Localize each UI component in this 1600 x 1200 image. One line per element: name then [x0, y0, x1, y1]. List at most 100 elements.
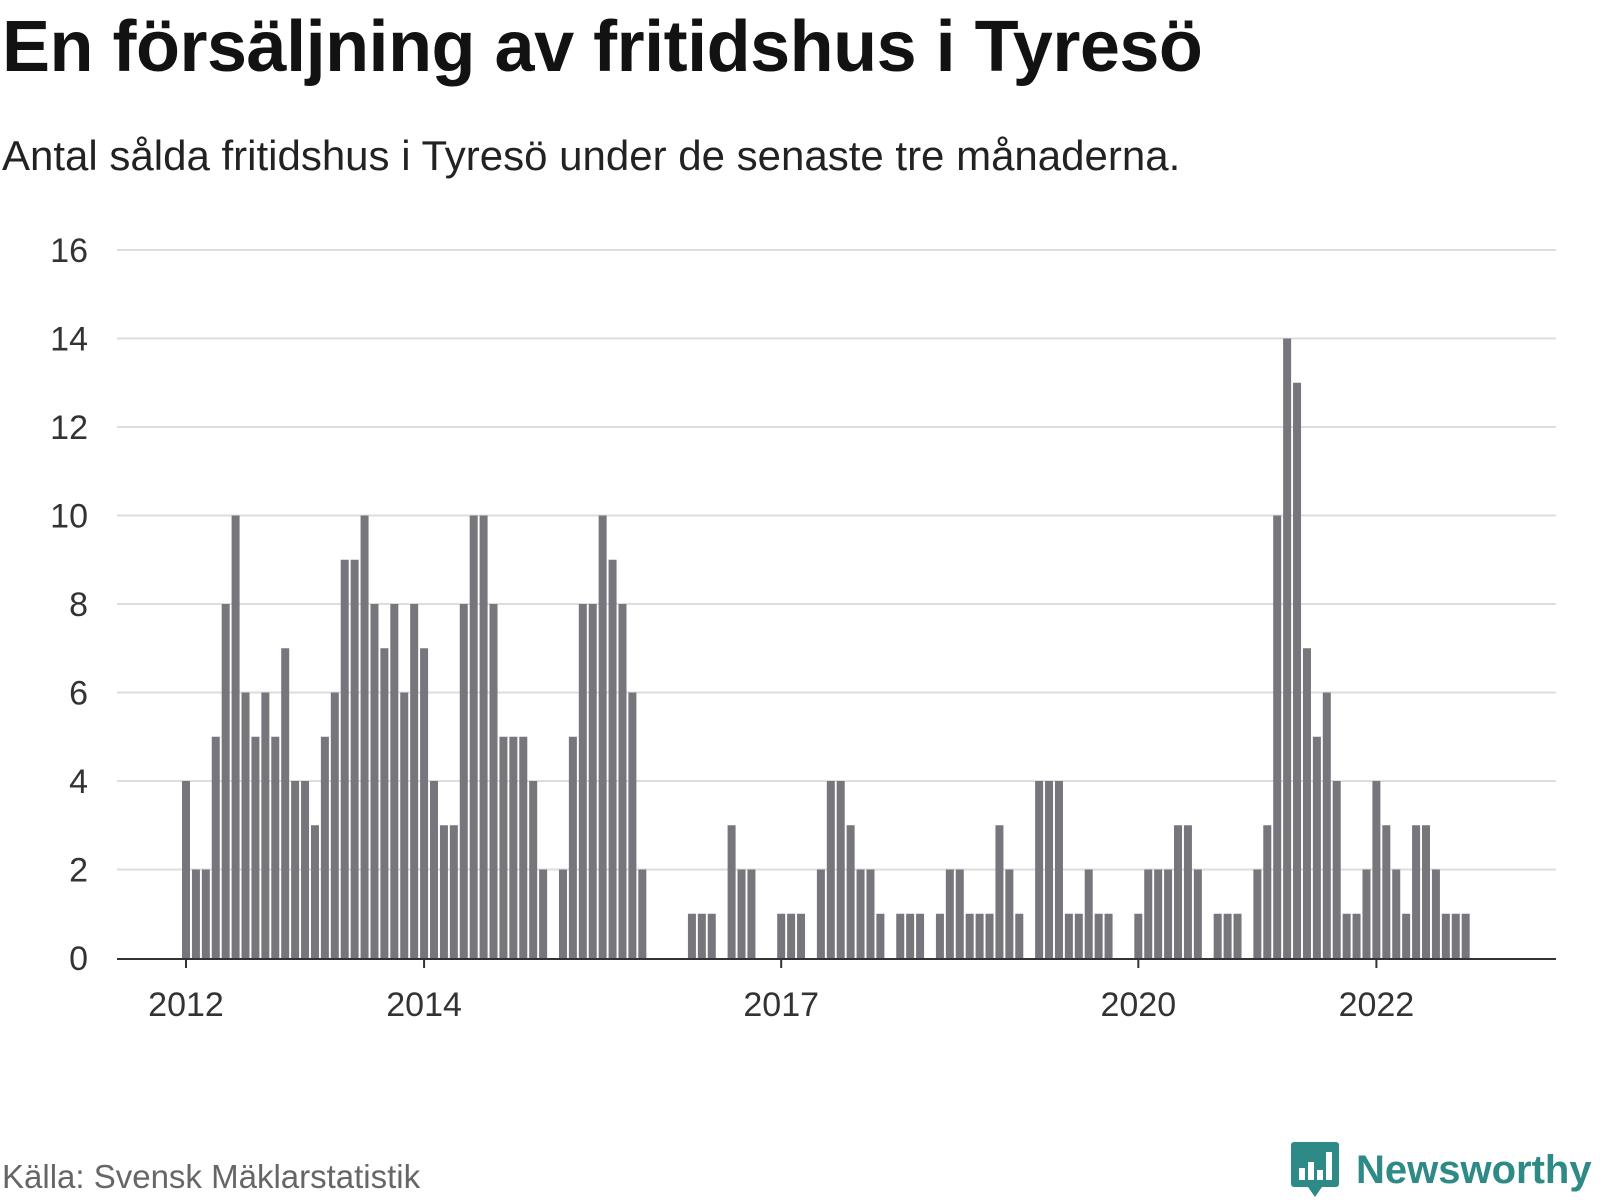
bar — [360, 515, 369, 958]
bar — [638, 869, 647, 958]
y-tick-label: 16 — [50, 232, 88, 270]
bar — [430, 781, 438, 958]
brand-logo[interactable]: Newsworthy — [1290, 1140, 1592, 1200]
y-tick-label: 4 — [69, 763, 88, 801]
bar — [608, 559, 617, 958]
bar — [1382, 825, 1391, 958]
y-tick-label: 12 — [50, 409, 88, 447]
x-tick-label: 2012 — [148, 986, 224, 1024]
bar — [1461, 913, 1470, 958]
bar — [1312, 736, 1321, 958]
bar — [747, 869, 756, 958]
bar — [211, 736, 220, 958]
bar — [459, 604, 468, 958]
bar — [310, 825, 319, 958]
bar — [995, 825, 1004, 958]
brand-name: Newsworthy — [1356, 1147, 1592, 1192]
bar — [1193, 869, 1202, 958]
bar — [291, 781, 300, 958]
chart-subtitle: Antal sålda fritidshus i Tyresö under de… — [2, 132, 1181, 179]
bar — [1064, 913, 1073, 958]
bar — [1422, 825, 1430, 958]
bar — [301, 781, 310, 958]
bar — [945, 869, 954, 958]
bar — [1392, 869, 1401, 958]
bar — [340, 559, 349, 958]
bar — [628, 692, 637, 958]
bar — [439, 825, 448, 958]
y-tick-label: 8 — [69, 586, 88, 624]
bar — [479, 515, 488, 958]
bar — [558, 869, 567, 958]
bars — [182, 338, 1470, 958]
bar — [1352, 913, 1361, 958]
bar — [1005, 869, 1014, 958]
bar — [1322, 692, 1331, 958]
bar — [965, 913, 974, 958]
bar — [866, 869, 875, 958]
bar — [1094, 913, 1103, 958]
y-axis-tick-labels: 0 2 4 6 8 10 12 14 16 — [50, 232, 88, 978]
bar — [469, 515, 478, 958]
bar — [707, 913, 716, 958]
bar — [221, 604, 230, 958]
bar — [1054, 781, 1063, 958]
y-tick-label: 2 — [69, 852, 88, 890]
bar — [1183, 825, 1192, 958]
bar — [1372, 781, 1381, 958]
bar — [281, 648, 290, 958]
bar — [618, 604, 627, 958]
source-note: Källa: Svensk Mäklarstatistik — [2, 1158, 421, 1195]
bar — [330, 692, 339, 958]
bar — [1134, 913, 1143, 958]
bar — [1174, 825, 1182, 958]
bar — [797, 913, 806, 958]
bar — [1084, 869, 1093, 958]
bar — [1035, 781, 1044, 958]
bar — [687, 913, 696, 958]
bar — [489, 604, 498, 958]
bar — [539, 869, 548, 958]
bar — [1402, 913, 1411, 958]
bar — [509, 736, 518, 958]
bar — [935, 913, 944, 958]
bar — [400, 692, 409, 958]
bar — [420, 648, 429, 958]
bar — [1263, 825, 1272, 958]
bar — [737, 869, 746, 958]
bar — [1223, 913, 1232, 958]
bar — [1412, 825, 1421, 958]
bar — [826, 781, 835, 958]
bar — [380, 648, 389, 958]
bar — [191, 869, 200, 958]
bar — [1293, 382, 1302, 958]
bar — [1164, 869, 1173, 958]
bar — [777, 913, 786, 958]
bar — [906, 913, 915, 958]
bar — [955, 869, 964, 958]
bar — [529, 781, 538, 958]
bar — [251, 736, 260, 958]
bar — [320, 736, 329, 958]
bar — [350, 559, 359, 958]
bar — [1441, 913, 1450, 958]
newsworthy-logo-icon — [1291, 1142, 1339, 1197]
bar — [856, 869, 865, 958]
bar — [876, 913, 885, 958]
bar — [370, 604, 379, 958]
bar — [1283, 338, 1292, 958]
bar — [241, 692, 250, 958]
bar — [568, 736, 577, 958]
y-tick-label: 10 — [50, 498, 88, 536]
x-tick-label: 2014 — [386, 986, 462, 1024]
bar — [182, 781, 190, 958]
bar — [836, 781, 845, 958]
x-tick-label: 2022 — [1339, 986, 1415, 1024]
bar — [231, 515, 240, 958]
bar — [816, 869, 825, 958]
bar — [1045, 781, 1054, 958]
y-tick-label: 0 — [69, 940, 88, 978]
y-tick-label: 6 — [69, 675, 88, 713]
chart-title: En försäljning av fritidshus i Tyresö — [2, 7, 1203, 87]
bar — [697, 913, 706, 958]
